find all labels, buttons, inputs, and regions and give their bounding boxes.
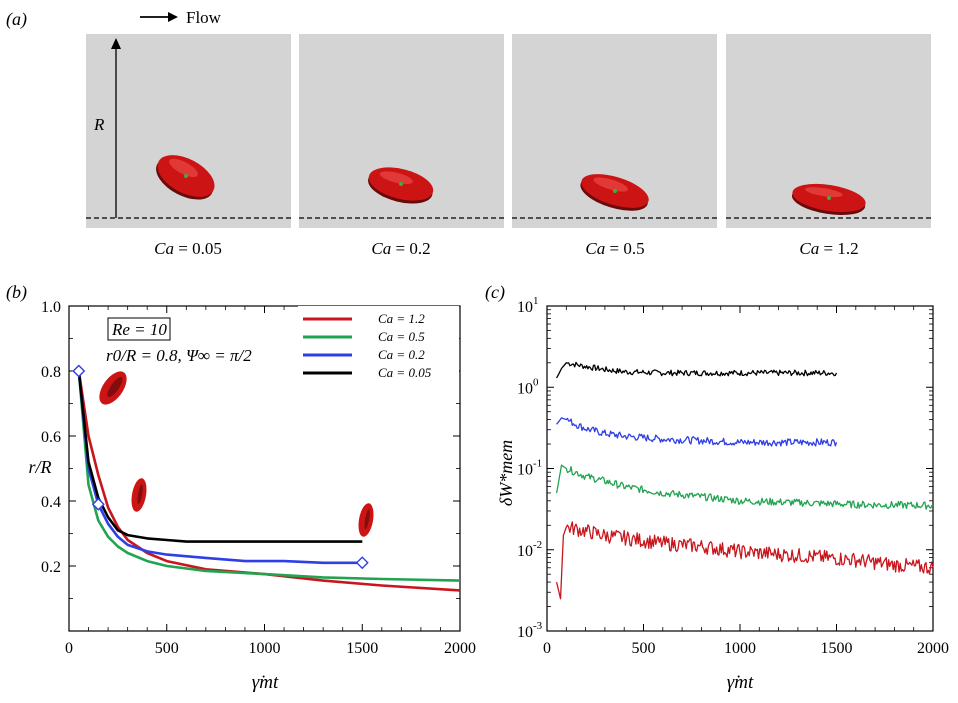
- y-tick-label: 10: [517, 543, 533, 560]
- frame-caption-2: Ca = 0.2: [371, 239, 430, 258]
- centroid-marker: [399, 182, 403, 186]
- x-axis-label: γ̇mt: [727, 672, 754, 693]
- x-tick-label: 1500: [821, 640, 853, 657]
- x-axis-label: γ̇mt: [252, 672, 279, 693]
- series-line: [77, 370, 363, 543]
- legend-label: Ca = 0.05: [378, 365, 432, 380]
- series-line: [77, 370, 461, 582]
- radius-label: R: [93, 115, 105, 134]
- y-tick-label: 0.6: [41, 429, 61, 446]
- frame-ca-1-2: [726, 34, 931, 228]
- x-tick-label: 2000: [444, 640, 476, 657]
- cell-highlight: [593, 177, 628, 192]
- flow-arrow-head: [168, 12, 178, 22]
- frame-ca-0-05: R: [86, 34, 291, 228]
- y-tick-label: 10: [517, 380, 533, 397]
- frame-ca-0-2: [299, 34, 504, 228]
- series-line: [555, 521, 934, 600]
- y-axis-label: r/R: [28, 457, 51, 477]
- x-tick-label: 500: [155, 640, 179, 657]
- cell-highlight: [805, 187, 843, 198]
- series-line: [77, 370, 363, 565]
- y-axis-label: δW*mem: [496, 440, 516, 506]
- frame-ca-0-5: [512, 34, 717, 228]
- y-tick-label: 0.4: [41, 494, 61, 511]
- cell-snapshot-icon: [358, 503, 374, 537]
- panel-c-label: (c): [485, 282, 505, 303]
- cell-snapshot-icon: [131, 478, 147, 512]
- flow-indicator: Flow: [140, 8, 222, 27]
- cell-snapshot-icon: [99, 371, 127, 405]
- y-tick-label: 10: [517, 462, 533, 479]
- series-line: [556, 361, 838, 379]
- legend-label: Ca = 0.2: [378, 347, 425, 362]
- y-tick-label: 10: [517, 299, 533, 316]
- y-tick-exponent: -2: [533, 539, 542, 551]
- x-tick-label: 1000: [249, 640, 281, 657]
- centroid-marker: [184, 174, 188, 178]
- y-tick-label: 0.8: [41, 364, 61, 381]
- y-tick-exponent: 1: [533, 295, 539, 307]
- panel-a-label: (a): [6, 9, 27, 30]
- legend: Ca = 1.2 Ca = 0.5 Ca = 0.2 Ca = 0.05: [298, 306, 459, 396]
- tick-label-group: 0 500 1000 1500 2000 0.2 0.4 0.6 0.8 1.0: [41, 299, 476, 657]
- frame-caption-3: Ca = 0.5: [585, 239, 644, 258]
- re-annotation-box: [107, 317, 171, 341]
- x-tick-label: 0: [65, 640, 73, 657]
- diamond-marker: [72, 364, 86, 378]
- series-line: [556, 417, 838, 447]
- re-annotation: Re = 10: [111, 320, 167, 339]
- panel-b-label: (b): [6, 282, 27, 303]
- y-tick-exponent: -1: [533, 458, 542, 470]
- series-group: [555, 361, 934, 600]
- series-line: [77, 370, 461, 592]
- legend-label: Ca = 1.2: [378, 311, 425, 326]
- centroid-marker: [827, 196, 831, 200]
- red-cell: [791, 183, 866, 216]
- legend-label: Ca = 0.5: [378, 329, 425, 344]
- params-annotation: r0/R = 0.8, Ψ∞ = π/2: [106, 346, 252, 365]
- marker-group: [72, 364, 369, 570]
- plot-frame: [546, 305, 934, 632]
- frame-caption-1: Ca = 0.05: [154, 239, 222, 258]
- diamond-marker: [355, 556, 369, 570]
- flow-label: Flow: [186, 8, 222, 27]
- x-tick-label: 500: [632, 640, 656, 657]
- y-tick-label: 0.2: [41, 559, 61, 576]
- cell-highlight: [379, 171, 413, 185]
- tick-group: [546, 305, 934, 632]
- radius-arrow-head: [111, 38, 121, 49]
- frame-background: [86, 34, 291, 228]
- centroid-marker: [613, 189, 617, 193]
- y-tick-exponent: 0: [533, 376, 539, 388]
- x-tick-label: 1000: [724, 640, 756, 657]
- legend-background: [298, 306, 459, 396]
- y-tick-exponent: -3: [533, 620, 543, 632]
- frame-caption-4: Ca = 1.2: [799, 239, 858, 258]
- y-tick-label: 1.0: [41, 299, 61, 316]
- cell-highlight: [169, 158, 198, 178]
- y-tick-label: 10: [517, 624, 533, 641]
- panel-a: (a) Flow R: [6, 8, 931, 258]
- series-line: [555, 464, 934, 510]
- series-group: [77, 370, 461, 592]
- diamond-marker: [91, 497, 105, 511]
- panel-b: (b) 0 500 1000 1500 2000 0.2 0.4 0.6 0.8 1.0 Re =…: [6, 282, 476, 693]
- x-tick-label: 1500: [346, 640, 378, 657]
- x-tick-label: 2000: [917, 640, 949, 657]
- x-tick-label: 0: [543, 640, 551, 657]
